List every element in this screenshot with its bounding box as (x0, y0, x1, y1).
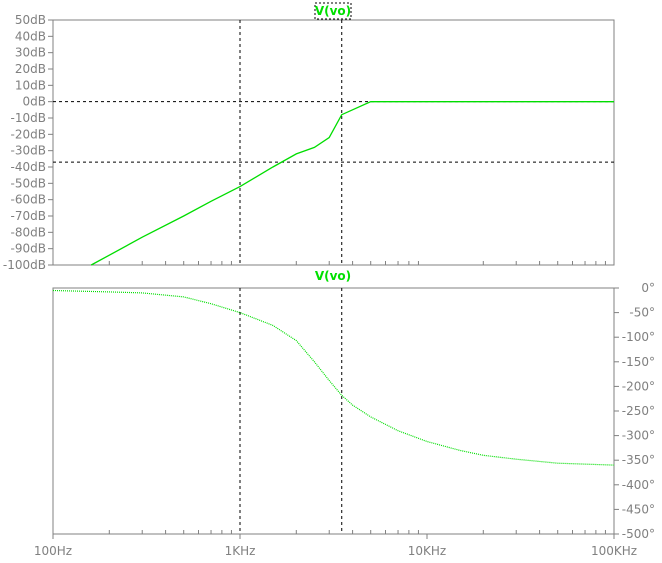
y-tick-label: -500° (622, 527, 655, 541)
phase-y-axis: 0° -50° -100° -150° -200° -250° -300° -350° -400… (614, 281, 655, 541)
y-tick-label: -90dB (11, 242, 46, 256)
y-tick-label: -100° (622, 330, 655, 344)
phase-plot-frame (52, 287, 615, 535)
y-tick-label: 50dB (15, 13, 46, 27)
phase-trace (52, 289, 615, 466)
y-tick-label: -50dB (11, 176, 46, 190)
y-tick-label: 10dB (15, 78, 46, 92)
y-tick-label: 0dB (23, 95, 46, 109)
x-tick-label: 100KHz (591, 544, 637, 558)
y-tick-label: 0° (641, 281, 655, 295)
magnitude-trace (90, 101, 614, 266)
phase-panel: 0° -50° -100° -150° -200° -250° -300° -350° -400… (34, 269, 655, 558)
y-tick-label: 40dB (15, 29, 46, 43)
y-tick-label: -60dB (11, 193, 46, 207)
y-tick-label: -50° (629, 306, 655, 320)
phase-trace-title[interactable]: V(vo) (315, 269, 351, 283)
y-tick-label: -150° (622, 355, 655, 369)
magnitude-title-box[interactable] (314, 2, 352, 20)
magnitude-panel: 50dB 40dB 30dB 20dB 10dB 0dB -10dB -20dB -30dB -4… (3, 2, 615, 272)
magnitude-plot-frame (52, 19, 615, 266)
x-tick-label: 10KHz (408, 544, 446, 558)
y-tick-label: -300° (622, 429, 655, 443)
frequency-x-axis: 100Hz 1KHz 10KHz 100KHz (34, 530, 637, 558)
y-tick-label: -250° (622, 404, 655, 418)
y-tick-label: -100dB (3, 258, 46, 272)
x-tick-label: 100Hz (34, 544, 72, 558)
y-tick-label: -400° (622, 478, 655, 492)
y-tick-label: -450° (622, 502, 655, 516)
x-tick-label: 1KHz (225, 544, 256, 558)
magnitude-cursors (53, 20, 614, 265)
y-tick-label: 30dB (15, 46, 46, 60)
magnitude-y-axis: 50dB 40dB 30dB 20dB 10dB 0dB -10dB -20dB -30dB -4… (3, 13, 606, 272)
y-tick-label: -350° (622, 453, 655, 467)
y-tick-label: -200° (622, 379, 655, 393)
y-tick-label: -10dB (11, 111, 46, 125)
y-tick-label: -30dB (11, 144, 46, 158)
magnitude-trace-title[interactable]: V(vo) (315, 4, 351, 18)
y-tick-label: 20dB (15, 62, 46, 76)
y-tick-label: -40dB (11, 160, 46, 174)
phase-cursors (239, 288, 343, 534)
y-tick-label: -70dB (11, 209, 46, 223)
y-tick-label: -20dB (11, 127, 46, 141)
y-tick-label: -80dB (11, 225, 46, 239)
